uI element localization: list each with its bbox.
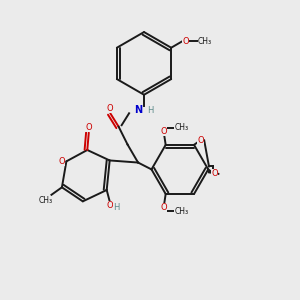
- Text: CH₃: CH₃: [39, 196, 53, 205]
- Text: CH₃: CH₃: [174, 207, 189, 216]
- Text: H: H: [113, 203, 119, 212]
- Text: O: O: [212, 169, 218, 178]
- Text: O: O: [106, 201, 113, 210]
- Text: CH₃: CH₃: [198, 37, 212, 46]
- Text: N: N: [134, 105, 142, 115]
- Text: O: O: [85, 123, 92, 132]
- Text: H: H: [147, 106, 154, 115]
- Text: O: O: [161, 203, 167, 212]
- Text: O: O: [182, 37, 189, 46]
- Text: O: O: [58, 157, 65, 166]
- Text: O: O: [107, 104, 114, 113]
- Text: O: O: [197, 136, 204, 145]
- Text: CH₃: CH₃: [174, 123, 189, 132]
- Text: O: O: [161, 127, 167, 136]
